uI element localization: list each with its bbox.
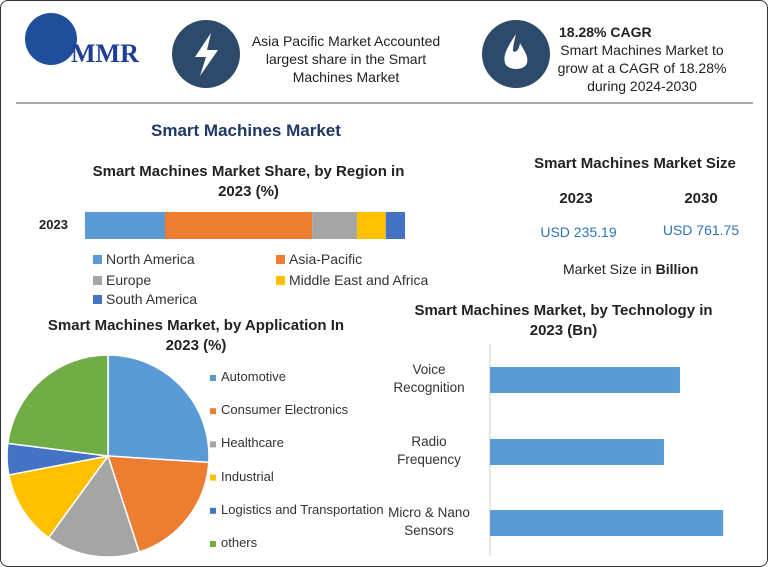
legend-label: Asia-Pacific: [289, 251, 363, 267]
flame-icon: [504, 34, 528, 69]
legend-label: North America: [106, 251, 195, 267]
unit-prefix: Market Size in: [563, 261, 652, 277]
unit-note: Market Size in Billion: [563, 260, 698, 278]
legend-label: Middle East and Africa: [289, 272, 429, 288]
pie-slice: [7, 454, 110, 539]
cagr-title: 18.28% CAGR: [559, 24, 652, 40]
legend-swatch: [276, 255, 285, 264]
pie-slice: [106, 455, 210, 554]
pie-slice: [107, 354, 210, 464]
legend-swatch: [210, 507, 216, 514]
chart-title: Smart Machines Market, by Application In…: [47, 317, 345, 354]
legend-swatch: [93, 295, 102, 304]
legend-swatch: [210, 441, 216, 448]
legend-label: Industrial: [221, 468, 274, 484]
bolt-icon: [195, 33, 218, 76]
chart-title: Smart Machines Market, by Technology in …: [414, 302, 713, 339]
main-title: Smart Machines Market: [151, 121, 341, 140]
bar-segment: [312, 212, 357, 239]
category-label: Voice Recognition: [393, 362, 465, 395]
category-label: Radio Frequency: [397, 434, 461, 467]
legend-label: Healthcare: [221, 435, 284, 451]
bar: [490, 510, 724, 536]
legend-swatch: [210, 474, 216, 481]
legend-label: Europe: [106, 272, 152, 288]
cagr-text: Smart Machines Market to grow at a CAGR …: [557, 42, 727, 95]
chart-title: Smart Machines Market Share, by Region i…: [92, 163, 405, 200]
size-value: USD 761.75: [662, 222, 740, 238]
bar-segment: [385, 212, 405, 239]
legend-swatch: [93, 255, 102, 264]
year: 2023: [559, 190, 593, 207]
pie-slice: [6, 354, 109, 457]
legend-swatch: [210, 541, 216, 547]
size-value: USD 235.19: [540, 224, 617, 240]
legend-label: Consumer Electronics: [221, 402, 349, 418]
unit: Billion: [655, 261, 699, 277]
bar-segment: [85, 212, 165, 239]
legend-swatch: [276, 276, 285, 285]
legend-swatch: [210, 375, 216, 381]
bar-segment: [357, 212, 386, 239]
legend-label: Logistics and Transportation: [221, 501, 384, 517]
legend-label: others: [221, 535, 258, 550]
pie-slice: [47, 454, 141, 558]
logo: MMR: [71, 39, 139, 68]
legend-swatch: [210, 408, 216, 415]
legend-swatch: [93, 276, 102, 285]
bar: [490, 367, 680, 393]
legend-label: Automotive: [221, 369, 287, 384]
bar-segment: [165, 212, 313, 239]
legend-label: South America: [106, 291, 198, 307]
highlight: Asia Pacific Market Accounted largest sh…: [251, 33, 441, 86]
logo-globe: [25, 13, 77, 65]
bar: [490, 439, 664, 465]
year: 2030: [684, 190, 718, 207]
category-label: 2023: [39, 217, 68, 232]
size-title: Smart Machines Market Size: [534, 155, 736, 172]
category-label: Micro & Nano Sensors: [388, 505, 470, 538]
